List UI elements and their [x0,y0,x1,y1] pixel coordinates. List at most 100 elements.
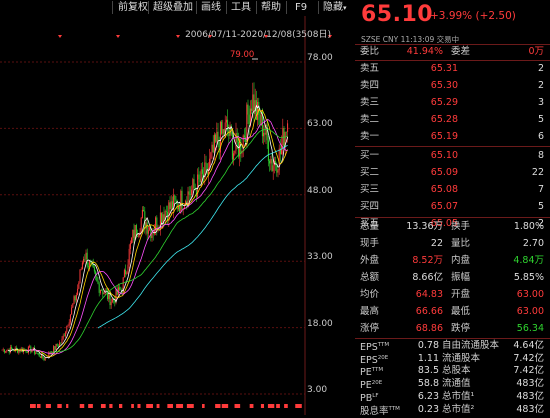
candle-body [56,343,58,346]
ask-row[interactable]: 卖二 65.28 5 [355,111,550,128]
candle-body [171,201,173,211]
info-mine-marker[interactable] [176,35,180,38]
fundamentals-row: PE20E 58.8 流通值 483亿 [355,377,550,391]
event-marker[interactable] [276,404,280,408]
bid-price: 65.10 [430,150,458,161]
event-marker[interactable] [45,404,51,408]
info-mine-marker[interactable] [208,35,212,38]
divider [355,146,550,147]
event-marker[interactable] [88,404,93,408]
ask-row[interactable]: 卖一 65.19 6 [355,128,550,145]
ask-row[interactable]: 卖五 65.31 2 [355,60,550,77]
candle-body [213,134,215,153]
stat-value: 2.70 [522,238,544,249]
event-marker[interactable] [137,404,141,408]
info-mine-marker[interactable] [264,35,268,38]
event-marker[interactable] [295,404,302,408]
candle-body [205,162,207,164]
fin-label: 自由流通股本 [442,340,500,351]
candle-body [97,280,99,284]
price-tick: 18.00 [307,319,333,329]
candle-body [81,262,83,270]
event-marker[interactable] [100,404,106,408]
weibi-label: 委比 [360,46,380,57]
info-mine-marker[interactable] [58,35,62,38]
event-marker[interactable] [146,404,153,408]
help-button[interactable]: 帮助 [261,2,281,13]
ask-volume: 3 [537,97,544,108]
candle-body [18,349,20,353]
draw-line-button[interactable]: 画线 [201,2,221,13]
f9-button[interactable]: F9 [295,2,308,13]
event-marker[interactable] [260,404,265,408]
bid-row[interactable]: 买五 65.05 2 [355,215,550,232]
event-marker[interactable] [131,404,134,408]
candle-body [29,346,31,348]
ask-level-label: 卖二 [360,114,380,125]
kline-chart[interactable]: 2006/07/11-2020/12/08(3508日) 78.00 63.00… [0,16,353,415]
fin-label: PETTM [360,367,384,379]
fin-value: 0.23 [417,403,439,415]
stat-label: 振幅 [451,272,471,283]
event-marker[interactable] [66,404,69,408]
fin-label: 股息率TTM [360,405,400,417]
event-marker[interactable] [215,404,221,408]
candle-body [123,269,125,278]
event-marker[interactable] [234,404,241,408]
hide-button[interactable]: 隐藏▾ [323,1,347,15]
super-overlay-button[interactable]: 超级叠加 [153,2,193,13]
event-marker[interactable] [249,404,254,408]
event-marker[interactable] [30,404,36,408]
event-marker[interactable] [167,404,173,408]
event-marker[interactable] [202,404,205,408]
candle-body [278,148,280,171]
info-mine-marker[interactable] [116,35,120,38]
event-marker[interactable] [267,404,275,408]
candle-body [32,347,34,351]
bid-row[interactable]: 买二 65.09 22 [355,164,550,181]
candle-body [192,179,194,190]
event-marker[interactable] [57,404,62,408]
stat-value: 63.00 [516,306,544,317]
candle-body [62,335,64,339]
candle-body [37,352,39,354]
candle-body [191,189,193,195]
candle-body [260,111,262,125]
event-marker[interactable] [156,404,160,408]
candle-body [57,345,59,347]
stat-label: 开盘 [451,289,471,300]
candle-body [138,233,140,237]
candle-body [193,179,195,188]
event-marker[interactable] [186,404,194,408]
event-marker[interactable] [36,404,41,408]
candle-body [102,290,104,295]
event-marker[interactable] [221,404,229,408]
stat-label: 涨停 [360,323,380,334]
candle-body [33,347,35,354]
candle-body [67,325,69,327]
candle-body [25,349,27,352]
event-marker[interactable] [176,404,184,408]
tools-button[interactable]: 工具 [231,2,251,13]
candle-body [243,135,245,138]
chart-toolbar: 前复权 超级叠加 画线 工具 帮助 F9 隐藏▾ [0,0,353,16]
candle-body [257,102,259,120]
candle-body [101,289,103,291]
bid-row[interactable]: 买三 65.08 7 [355,181,550,198]
event-marker[interactable] [109,404,113,408]
bid-row[interactable]: 买四 65.07 5 [355,198,550,215]
candle-body [276,164,278,173]
price-tick: 63.00 [307,119,333,129]
candle-body [195,189,197,197]
candle-body [217,131,219,143]
candle-body [140,217,142,233]
candle-body [63,335,65,337]
event-marker[interactable] [284,404,288,408]
fuquan-button[interactable]: 前复权 [118,2,148,13]
ask-row[interactable]: 卖三 65.29 3 [355,94,550,111]
event-marker[interactable] [119,404,123,408]
info-mine-marker[interactable] [328,35,332,38]
event-marker[interactable] [79,404,85,408]
bid-row[interactable]: 买一 65.10 8 [355,147,550,164]
ask-row[interactable]: 卖四 65.30 2 [355,77,550,94]
